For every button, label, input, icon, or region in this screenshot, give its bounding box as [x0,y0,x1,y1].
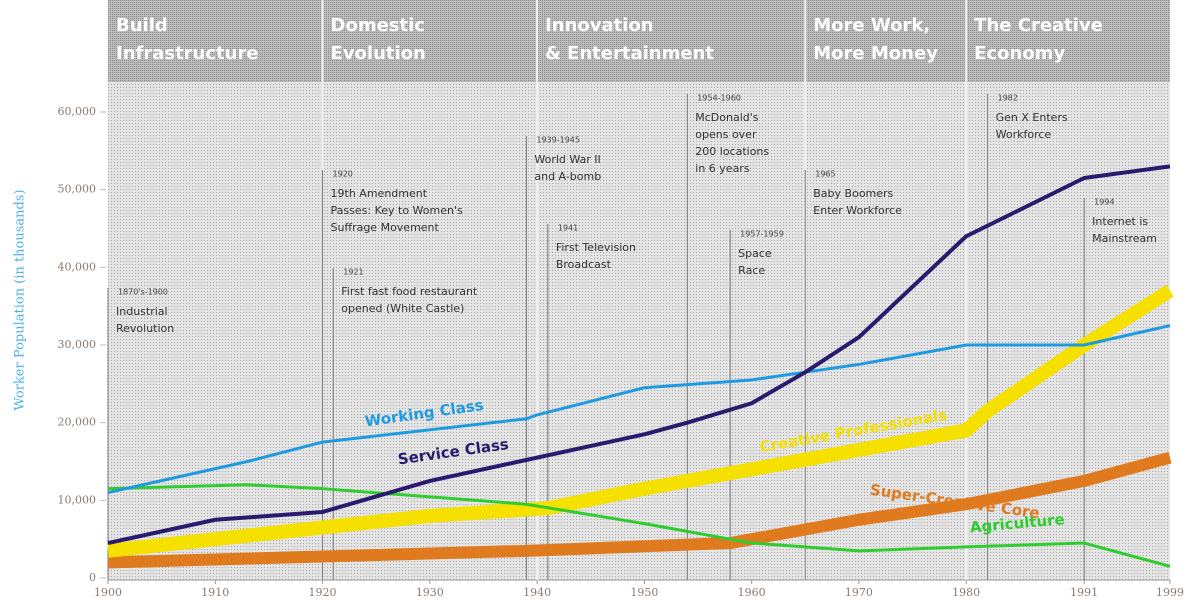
annotation-date: 1939-1945 [536,136,580,145]
x-tick-label: 1920 [309,586,337,599]
x-tick-label: 1910 [201,586,229,599]
series-line [107,164,1171,546]
y-tick-label: 0 [89,571,96,584]
annotation-date: 1921 [343,268,363,277]
y-tick-label: 20,000 [58,416,97,429]
annotation-text: Revolution [116,322,174,335]
y-tick-label: 50,000 [58,183,97,196]
annotation-date: 1870's-1900 [118,288,168,297]
annotation-text: Workforce [996,128,1052,141]
annotation-text: Suffrage Movement [331,221,440,234]
x-tick-label: 1950 [630,586,658,599]
era-band [108,0,1170,82]
y-tick-label: 60,000 [58,105,97,118]
annotation-text: First Television [556,241,636,254]
annotation-text: 19th Amendment [331,187,428,200]
annotation-text: Enter Workforce [813,204,902,217]
series-line [107,324,1171,495]
era-title: Infrastructure [116,43,259,64]
annotation-text: Internet is [1092,215,1148,228]
annotation-text: World War II [534,153,600,166]
y-tick-label: 40,000 [58,260,97,273]
annotation-text: First fast food restaurant [341,285,478,298]
series-line [107,451,1172,569]
annotation-text: Passes: Key to Women's [331,204,463,217]
x-tick-label: 1980 [952,586,980,599]
annotation-text: Broadcast [556,258,612,271]
series-line [107,284,1174,558]
era-title: & Entertainment [545,43,714,64]
annotation-text: Baby Boomers [813,187,893,200]
annotation-text: McDonald's [695,111,759,124]
annotation-date: 1941 [558,224,578,233]
annotation-text: and A-bomb [534,170,601,183]
annotation-text: 200 locations [695,145,769,158]
x-tick-label: 1999 [1156,586,1184,599]
era-title: More Money [813,43,938,64]
x-tick-label: 1900 [94,586,122,599]
y-tick-label: 10,000 [58,493,97,506]
era-title: Domestic [331,15,425,36]
x-tick-label: 1970 [845,586,873,599]
era-title: Economy [974,43,1065,64]
annotation-date: 1965 [815,170,835,179]
annotation-date: 1920 [333,170,353,179]
annotation-text: Industrial [116,305,168,318]
annotation-date: 1954-1960 [697,94,741,103]
era-title: Build [116,15,168,36]
annotation-text: Mainstream [1092,232,1157,245]
annotation-text: Race [738,264,765,277]
x-tick-label: 1960 [738,586,766,599]
era-title: More Work, [813,15,930,36]
y-axis-label: Worker Population (in thousands) [13,189,28,410]
y-tick-label: 30,000 [58,338,97,351]
x-tick-label: 1930 [416,586,444,599]
era-title: The Creative [974,15,1103,36]
series-line [107,483,1171,568]
annotation-text: Gen X Enters [996,111,1068,124]
annotation-date: 1982 [998,94,1018,103]
annotation-date: 1957-1959 [740,230,784,239]
annotation-text: opens over [695,128,757,141]
x-tick-label: 1991 [1070,586,1098,599]
annotation-date: 1994 [1094,198,1114,207]
annotation-text: opened (White Castle) [341,302,464,315]
annotation-text: in 6 years [695,162,750,175]
era-title: Evolution [331,43,426,64]
annotation-text: Space [738,247,772,260]
x-tick-label: 1940 [523,586,551,599]
era-title: Innovation [545,15,654,36]
